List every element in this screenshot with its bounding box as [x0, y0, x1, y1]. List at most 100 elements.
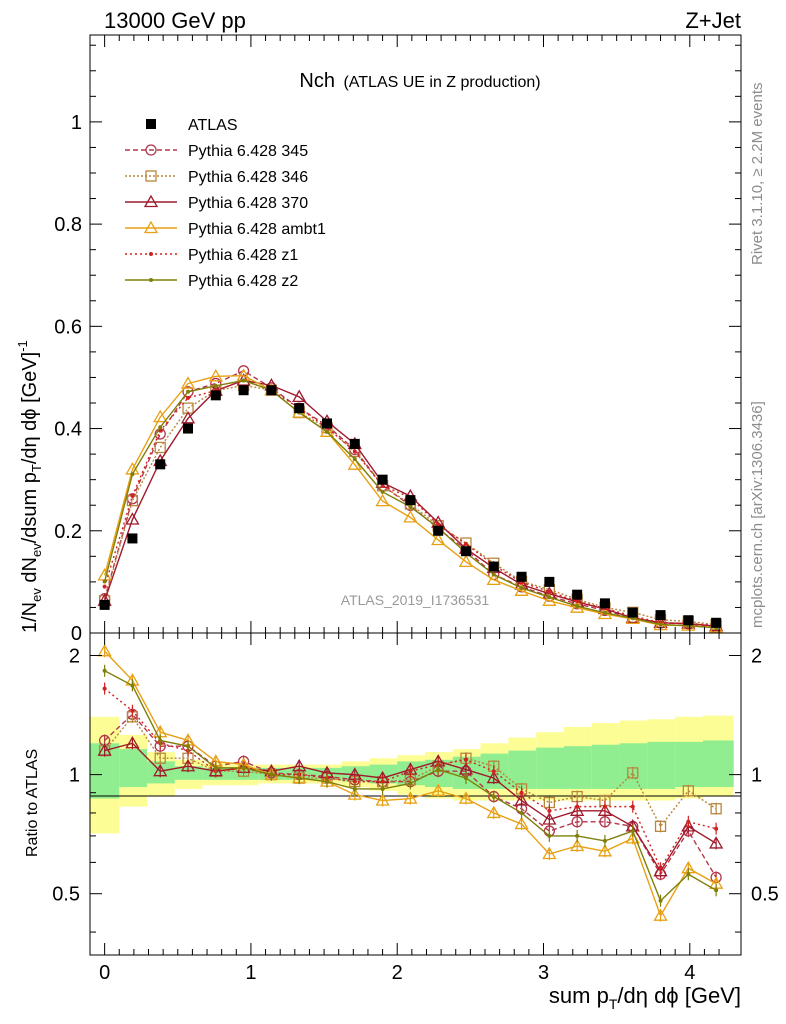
main-plot: 0 0.2 0.4 0.6 0.8 1 ATLAS Pythia 6.428 345 Pyth… — [54, 34, 742, 645]
data-point — [599, 598, 610, 609]
x-tick-label: 1 — [245, 962, 256, 984]
series-point-2 — [125, 512, 140, 525]
legend-marker — [149, 252, 153, 256]
data-point — [433, 525, 444, 536]
plot-title-sub: (ATLAS UE in Z production) — [343, 74, 540, 91]
ratio-point-4 — [519, 790, 524, 795]
x-axis-ticks: 0 1 2 3 4 — [99, 35, 720, 984]
series-point-4 — [102, 584, 107, 589]
ratio-point-2 — [125, 735, 140, 749]
ratio-point-5 — [491, 794, 496, 799]
ratio-tick-label-left: 0.5 — [52, 884, 80, 906]
ratio-point-5 — [213, 765, 218, 770]
legend-label: ATLAS — [188, 117, 238, 134]
data-point — [683, 615, 694, 626]
ratio-point-3 — [458, 791, 474, 804]
series-point-4 — [463, 541, 468, 546]
ratio-point-4 — [602, 804, 607, 809]
series-point-4 — [186, 395, 191, 400]
data-point — [544, 576, 555, 587]
ratio-point-1 — [654, 820, 667, 833]
y-tick-label: 1 — [71, 112, 82, 134]
ratio-point-4 — [491, 769, 496, 774]
analysis-watermark: ATLAS_2019_I1736531 — [341, 592, 490, 608]
ratio-plot: 0.5 0.5 1 1 2 2 — [52, 632, 779, 956]
ratio-point-5 — [602, 838, 607, 843]
series-point-3 — [403, 510, 418, 523]
band-green-bin — [174, 766, 203, 780]
ratio-axis-ticks: 0.5 0.5 1 1 2 2 — [52, 646, 779, 933]
ratio-point-5 — [158, 738, 163, 743]
data-point — [99, 599, 110, 610]
ratio-point-3 — [375, 793, 390, 806]
y-axis-label: 1/Nev dNev/dsum pT/dη dϕ [GeV]-1 — [15, 340, 44, 633]
ratio-point-5 — [297, 776, 302, 781]
series-point-3 — [458, 554, 474, 568]
legend-label: Pythia 6.428 345 — [188, 143, 308, 160]
series-point-4 — [130, 493, 135, 498]
ratio-point-3 — [486, 805, 501, 819]
ratio-point-5 — [575, 833, 580, 838]
data-point — [488, 561, 499, 572]
ratio-point-5 — [547, 833, 552, 838]
legend-label: Pythia 6.428 346 — [188, 169, 308, 186]
x-axis-label: sum pT/dη dϕ [GeV] — [549, 983, 741, 1012]
data-point — [405, 495, 416, 506]
ratio-point-5 — [186, 744, 191, 749]
ratio-point-5 — [436, 767, 441, 772]
legend-label: Pythia 6.428 z1 — [188, 247, 298, 264]
main-plot-marks — [97, 365, 724, 634]
y-tick-label: 0.4 — [54, 419, 82, 441]
ratio-point-2 — [180, 758, 196, 772]
ratio-point-1 — [710, 803, 722, 815]
data-point — [711, 617, 722, 628]
ratio-tick-label-right: 1 — [751, 765, 762, 787]
header-right: Z+Jet — [685, 8, 741, 33]
ratio-point-2 — [597, 803, 613, 816]
ratio-point-4 — [408, 769, 413, 774]
ratio-point-5 — [686, 872, 691, 877]
ratio-point-4 — [575, 804, 580, 809]
ratio-point-5 — [102, 668, 107, 673]
series-point-5 — [130, 472, 135, 477]
ratio-point-3 — [403, 791, 418, 804]
series-point-0 — [210, 377, 222, 390]
ratio-point-2 — [542, 812, 557, 825]
series-point-3 — [153, 409, 168, 423]
data-point — [377, 474, 388, 485]
series-point-5 — [575, 604, 580, 609]
ratio-line-1 — [104, 715, 717, 828]
data-point — [155, 459, 166, 470]
y-tick-label: 0.2 — [54, 521, 82, 543]
data-point — [127, 533, 138, 544]
ratio-point-3 — [542, 846, 557, 860]
x-tick-label: 3 — [538, 962, 549, 984]
ratio-point-4 — [102, 686, 107, 691]
ratio-point-4 — [686, 819, 691, 824]
ratio-point-5 — [630, 829, 635, 834]
series-point-5 — [491, 572, 496, 577]
data-point — [349, 438, 360, 449]
side-label-rivet: Rivet 3.1.10, ≥ 2.2M events — [749, 83, 766, 266]
series-point-5 — [658, 622, 663, 627]
ratio-point-3 — [597, 843, 613, 857]
data-point — [572, 589, 583, 600]
ratio-point-5 — [658, 898, 663, 903]
series-point-4 — [436, 522, 441, 527]
series-point-5 — [158, 425, 163, 430]
ratio-point-5 — [519, 810, 524, 815]
band-green-bin — [508, 750, 537, 789]
ratio-point-4 — [547, 808, 552, 813]
series-point-4 — [380, 483, 385, 488]
series-point-1 — [154, 441, 166, 454]
legend-marker — [143, 194, 159, 208]
ratio-point-5 — [408, 781, 413, 786]
series-point-3 — [375, 493, 390, 507]
ratio-point-3 — [514, 816, 529, 830]
x-tick-label: 4 — [684, 962, 695, 984]
series-point-5 — [241, 378, 246, 383]
legend-label: Pythia 6.428 z2 — [188, 273, 298, 290]
series-point-5 — [213, 383, 218, 388]
ratio-point-2 — [486, 770, 501, 784]
